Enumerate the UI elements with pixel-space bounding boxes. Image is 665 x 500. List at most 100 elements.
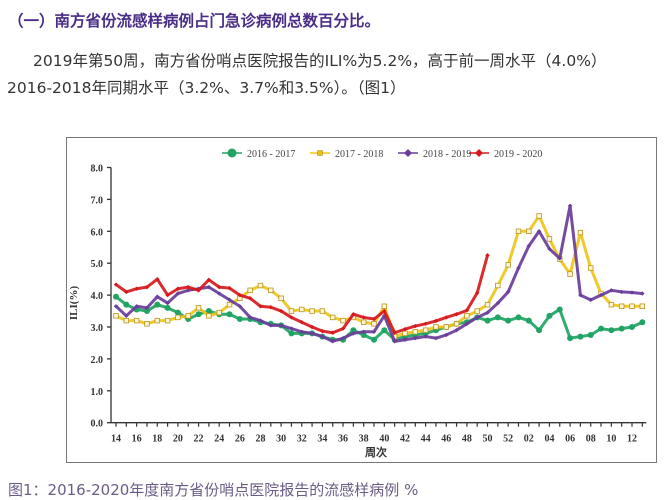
marker-diamond [392,330,397,335]
figure-caption: 图1：2016-2020年度南方省份哨点医院报告的流感样病例 % [8,481,419,499]
y-tick-label: 0.0 [91,419,104,430]
marker-circle [546,312,553,319]
marker-diamond [536,229,542,234]
legend-label: 2017 - 2018 [335,149,383,160]
marker-diamond [258,318,263,323]
x-tick-label: 14 [111,434,121,445]
marker-square [317,150,323,156]
marker-square [639,303,646,309]
marker-diamond [454,327,459,333]
marker-diamond [475,149,483,157]
marker-square [588,265,594,271]
marker-diamond [361,315,366,320]
legend-item: 2019 - 2020 [469,149,542,160]
marker-square [443,324,449,330]
marker-diamond [134,286,139,291]
series-2016-2017 [113,293,646,343]
marker-square [195,305,202,311]
x-tick-label: 34 [317,434,327,445]
marker-diamond [330,339,335,344]
marker-square [133,317,140,324]
marker-diamond [113,304,119,309]
x-tick-label: 46 [441,434,451,445]
marker-diamond [423,334,428,339]
marker-square [422,327,429,333]
x-tick-label: 16 [132,434,142,445]
marker-square [577,229,584,236]
x-tick-label: 28 [255,434,265,445]
marker-circle [174,309,181,316]
marker-diamond [619,289,624,295]
marker-square [164,317,171,324]
marker-circle [143,308,150,315]
marker-diamond [464,308,470,313]
y-tick-label: 8.0 [91,164,104,175]
marker-diamond [444,315,449,320]
marker-diamond [320,334,325,339]
marker-square [319,308,326,314]
marker-diamond [237,304,243,309]
marker-diamond [340,335,346,341]
x-tick-label: 10 [606,434,616,445]
marker-diamond [175,286,181,291]
marker-circle [515,314,522,321]
marker-diamond [402,337,408,342]
marker-diamond [186,284,191,290]
marker-square [515,228,522,234]
marker-square [412,329,418,335]
marker-square [567,271,573,277]
marker-square [495,282,501,289]
marker-square [371,321,377,327]
marker-circle [123,301,130,308]
marker-diamond [309,331,315,336]
series-2017-2018 [113,213,646,340]
legend-item: 2016 - 2017 [222,148,295,160]
marker-diamond [640,291,645,296]
marker-diamond [227,297,232,303]
paragraph-line-2: 2016-2018年同期水平（3.2%、3.7%和3.5%）。（图1） [7,79,406,97]
marker-circle [556,306,563,313]
marker-square [402,330,408,337]
x-tick-label: 50 [483,434,493,445]
marker-diamond [268,323,273,328]
marker-square [330,314,336,321]
marker-square [618,303,625,309]
marker-square [629,303,635,309]
marker-diamond [217,291,222,296]
x-tick-label: 22 [194,434,204,445]
x-tick-label: 38 [359,434,369,445]
marker-circle [236,316,243,323]
x-tick-label: 32 [297,434,307,445]
marker-square [123,317,130,324]
marker-square [433,324,439,330]
marker-diamond [413,335,418,341]
marker-diamond [124,313,129,319]
marker-square [144,321,150,327]
ili-line-chart: 0.0 1.0 2.0 3.0 4.0 5.0 6.0 7.0 8.0 14 16 18 20 22 24 2… [68,148,647,459]
marker-diamond [206,284,212,290]
chart-frame: 0.0 1.0 2.0 3.0 4.0 5.0 6.0 7.0 8.0 14 16 18 20 22 24 2… [66,137,657,463]
marker-diamond [475,290,480,296]
x-tick-label: 30 [276,434,286,445]
marker-circle [505,317,512,324]
marker-square [526,228,532,234]
marker-square [546,236,553,242]
marker-diamond [485,253,490,258]
marker-circle [381,327,388,334]
marker-diamond [454,312,459,317]
y-tick-label: 7.0 [91,195,104,206]
x-tick-label: 42 [400,434,410,445]
marker-circle [608,327,615,334]
x-tick-label: 40 [379,434,389,445]
y-tick-label: 5.0 [91,259,104,270]
y-axis-label: ILI(%) [68,286,80,321]
x-tick-label: 20 [173,434,183,445]
marker-diamond [155,294,160,299]
marker-diamond [217,284,222,290]
marker-diamond [309,324,315,330]
marker-circle [598,325,605,332]
marker-diamond [144,305,150,311]
marker-square [484,301,491,308]
marker-square [257,282,264,289]
marker-diamond [247,315,253,320]
